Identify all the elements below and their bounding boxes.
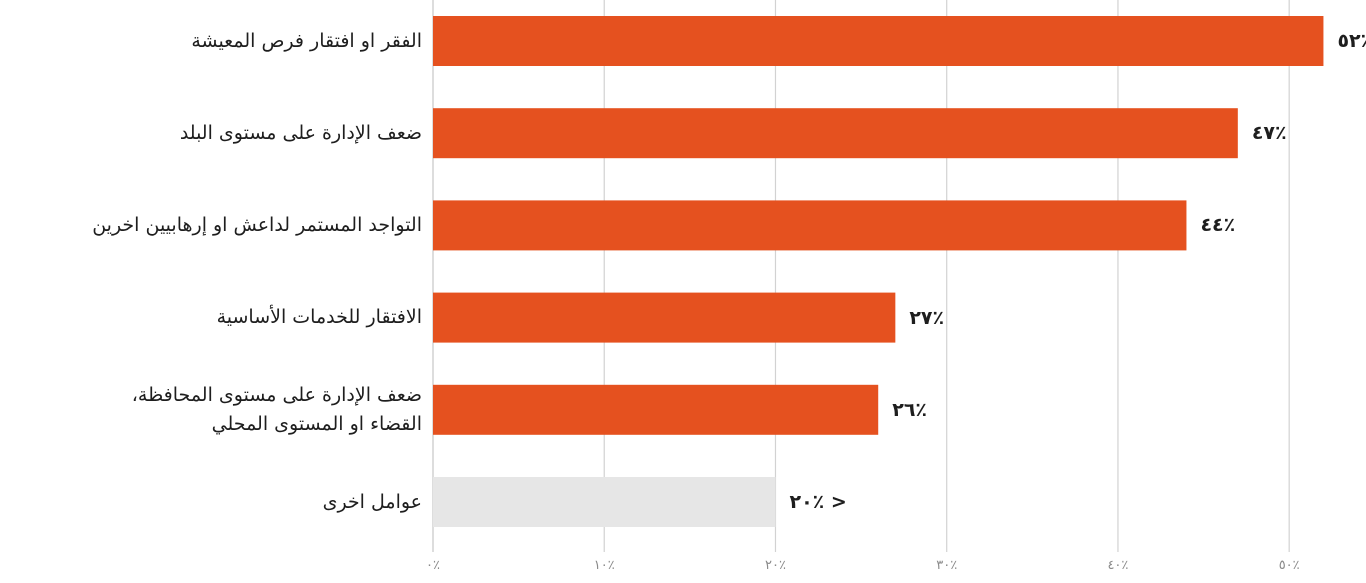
category-label: عوامل اخرى	[323, 488, 422, 517]
bar	[433, 16, 1323, 66]
bar	[433, 293, 895, 343]
category-label: ضعف الإدارة على مستوى البلد	[180, 119, 422, 148]
x-tick-label: ٪٠	[403, 558, 463, 573]
gridlines	[433, 0, 1289, 552]
category-label: التواجد المستمر لداعش او إرهابيين اخرين	[92, 211, 422, 240]
data-label: ٪٥٢	[1337, 29, 1366, 53]
x-tick-label: ٪٤٠	[1088, 558, 1148, 573]
bar	[433, 385, 878, 435]
bar	[433, 477, 775, 527]
data-label: ٪٤٧	[1252, 121, 1287, 145]
data-label: < ٪٢٠	[789, 490, 846, 514]
bar	[433, 108, 1238, 158]
x-tick-label: ٪١٠	[574, 558, 634, 573]
x-tick-label: ٪٥٠	[1259, 558, 1319, 573]
x-tick-label: ٪٢٠	[745, 558, 805, 573]
category-label: القضاء او المستوى المحلي	[212, 410, 422, 439]
data-label: ٪٤٤	[1200, 213, 1235, 237]
bars	[433, 16, 1323, 527]
data-label: ٪٢٦	[892, 398, 927, 422]
bar	[433, 200, 1186, 250]
data-label: ٪٢٧	[909, 306, 944, 330]
category-label: الفقر او افتقار فرص المعيشة	[191, 27, 422, 56]
x-tick-label: ٪٣٠	[917, 558, 977, 573]
category-label: ضعف الإدارة على مستوى المحافظة،	[132, 381, 422, 410]
category-label: الافتقار للخدمات الأساسية	[217, 303, 422, 332]
